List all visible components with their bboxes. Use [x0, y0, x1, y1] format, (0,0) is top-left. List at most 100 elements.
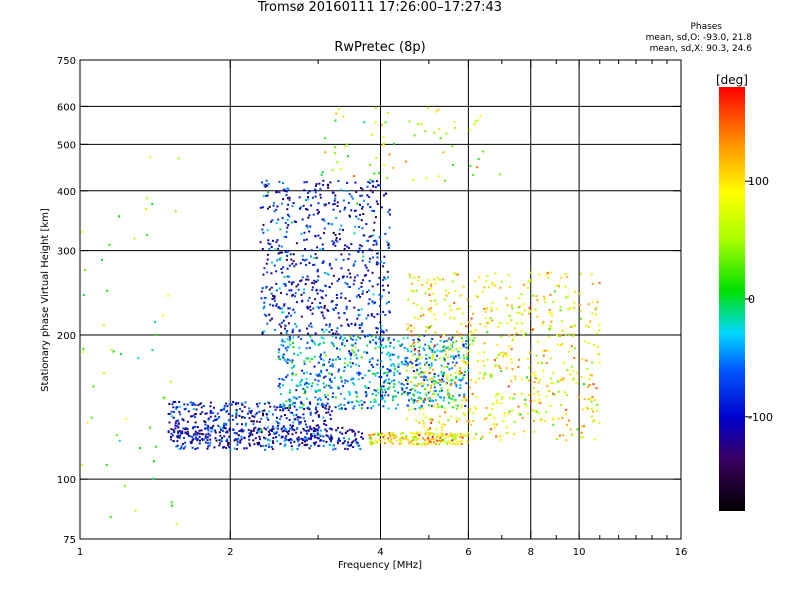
data-point [425, 361, 428, 364]
data-point [432, 358, 435, 361]
data-point [366, 291, 369, 294]
data-point [330, 222, 333, 225]
data-point [347, 402, 350, 405]
y-tick-label: 600 [57, 102, 76, 113]
data-point [454, 404, 457, 407]
data-point [290, 314, 293, 317]
data-point [337, 385, 340, 388]
data-point [318, 426, 321, 429]
data-point [539, 401, 542, 404]
data-point [322, 359, 325, 362]
data-point [383, 194, 386, 197]
data-point [263, 409, 266, 412]
data-point [176, 440, 179, 443]
data-point [547, 390, 550, 393]
data-point [209, 411, 212, 414]
data-point [235, 432, 238, 435]
data-point [306, 307, 309, 310]
data-point [590, 273, 593, 276]
data-point [385, 302, 388, 305]
data-point [331, 169, 334, 172]
data-point [323, 284, 326, 287]
data-point [351, 378, 354, 381]
data-point [295, 397, 298, 400]
data-point [269, 429, 272, 432]
data-point [547, 335, 550, 338]
data-point [334, 332, 337, 335]
data-point [283, 275, 286, 278]
data-point [169, 380, 172, 383]
data-point [456, 307, 459, 310]
data-point [257, 443, 260, 446]
data-point [529, 351, 532, 354]
data-point [171, 403, 174, 406]
data-point [458, 373, 461, 376]
data-point [412, 339, 415, 342]
data-point [444, 350, 447, 353]
data-point [535, 295, 538, 298]
data-point [406, 380, 409, 383]
data-point [380, 328, 383, 331]
data-point [425, 431, 428, 434]
data-point [543, 295, 546, 298]
data-point [552, 371, 555, 374]
data-point [359, 372, 362, 375]
data-point [451, 406, 454, 409]
data-point [251, 433, 254, 436]
data-point [433, 344, 436, 347]
data-point [259, 206, 262, 209]
data-point [337, 387, 340, 390]
data-point [377, 434, 380, 437]
data-point [545, 410, 548, 413]
data-point [332, 191, 335, 194]
data-point [447, 338, 450, 341]
data-point [370, 442, 373, 445]
data-point [470, 423, 473, 426]
data-point [385, 329, 388, 332]
data-point [380, 360, 383, 363]
data-point [433, 373, 436, 376]
data-point [278, 287, 281, 290]
data-point [263, 184, 266, 187]
data-point [177, 419, 180, 422]
data-point [360, 187, 363, 190]
data-point [417, 350, 420, 353]
data-point [215, 418, 218, 421]
data-point [316, 208, 319, 211]
data-point [303, 392, 306, 395]
data-point [324, 393, 327, 396]
data-point [387, 111, 390, 114]
data-point [425, 394, 428, 397]
data-point [319, 187, 322, 190]
data-point [292, 308, 295, 311]
data-point [294, 418, 297, 421]
data-point [312, 263, 315, 266]
data-point [244, 422, 247, 425]
data-point [284, 327, 287, 330]
data-point [589, 320, 592, 323]
data-point [549, 324, 552, 327]
data-point [545, 362, 548, 365]
data-point [289, 406, 292, 409]
data-point [391, 396, 394, 399]
data-point [485, 417, 488, 420]
data-point [461, 399, 464, 402]
data-point [332, 444, 335, 447]
data-point [279, 393, 282, 396]
data-point [418, 339, 421, 342]
data-point [309, 427, 312, 430]
data-point [357, 371, 360, 374]
data-point [365, 334, 368, 337]
data-point [313, 436, 316, 439]
data-point [192, 438, 195, 441]
data-point [320, 404, 323, 407]
data-point [249, 411, 252, 414]
data-point [281, 435, 284, 438]
data-point [496, 393, 499, 396]
data-point [406, 336, 409, 339]
data-point [348, 438, 351, 441]
data-point [598, 281, 601, 284]
data-point [335, 336, 338, 339]
data-point [489, 428, 492, 431]
data-point [561, 329, 564, 332]
